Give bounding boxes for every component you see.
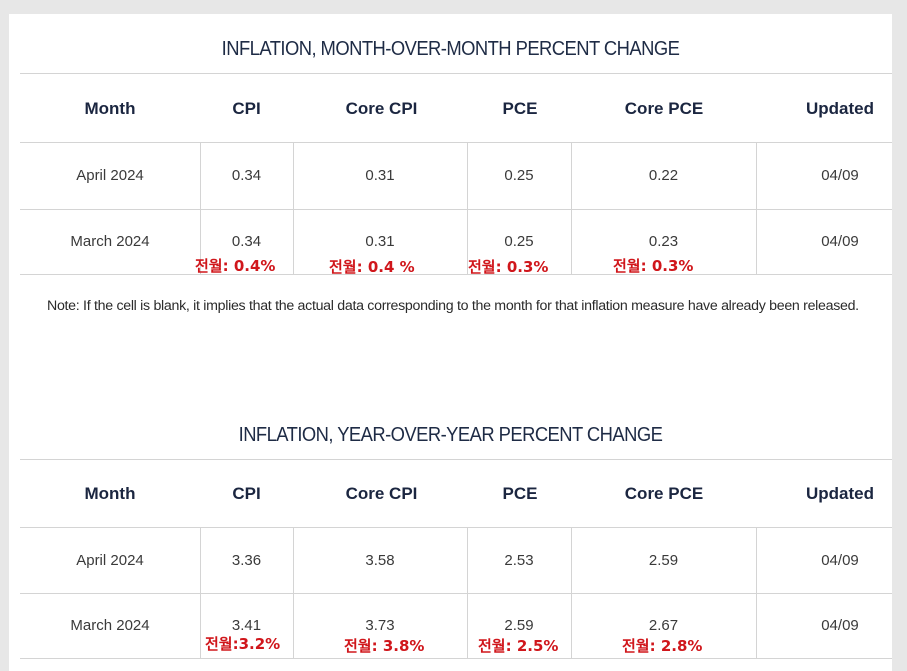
header-core-cpi: Core CPI bbox=[345, 484, 418, 503]
grid-line bbox=[293, 527, 294, 658]
grid-line bbox=[293, 142, 294, 274]
divider bbox=[20, 527, 892, 528]
header-updated: Updated bbox=[806, 484, 874, 503]
prev-month-annotation: 전월: 2.8% bbox=[622, 637, 703, 655]
header-core-pce: Core PCE bbox=[624, 99, 704, 118]
header-pce: PCE bbox=[502, 484, 538, 503]
cell-core-cpi: 0.31 bbox=[365, 167, 395, 184]
divider bbox=[20, 73, 892, 74]
header-cpi: CPI bbox=[232, 484, 261, 503]
cell-core-cpi: 0.31 bbox=[365, 233, 395, 250]
header-updated: Updated bbox=[806, 99, 874, 118]
cell-updated: 04/09 bbox=[821, 552, 859, 569]
cell-core-cpi: 3.73 bbox=[365, 617, 395, 634]
cell-cpi: 3.36 bbox=[231, 552, 262, 569]
prev-month-annotation: 전월: 0.3% bbox=[613, 257, 694, 275]
header-pce: PCE bbox=[502, 99, 538, 118]
divider bbox=[20, 209, 892, 210]
grid-line bbox=[200, 142, 201, 274]
grid-line bbox=[571, 527, 572, 658]
cell-pce: 2.59 bbox=[504, 617, 534, 634]
cell-month: April 2024 bbox=[76, 552, 144, 569]
cell-month: April 2024 bbox=[76, 167, 144, 184]
yoy-table-title: INFLATION, YEAR-OVER-YEAR PERCENT CHANGE bbox=[238, 424, 663, 446]
mom-table-title: INFLATION, MONTH-OVER-MONTH PERCENT CHAN… bbox=[221, 38, 680, 60]
header-month: Month bbox=[84, 484, 136, 503]
header-core-cpi: Core CPI bbox=[345, 99, 418, 118]
prev-month-annotation: 전월: 2.5% bbox=[478, 637, 559, 655]
cell-updated: 04/09 bbox=[821, 167, 859, 184]
cell-cpi: 0.34 bbox=[231, 233, 262, 250]
header-month: Month bbox=[84, 99, 136, 118]
grid-line bbox=[571, 142, 572, 274]
prev-month-annotation: 전월:3.2% bbox=[205, 635, 281, 653]
inflation-sheet: INFLATION, MONTH-OVER-MONTH PERCENT CHAN… bbox=[9, 14, 892, 671]
divider bbox=[20, 274, 892, 275]
cell-cpi: 3.41 bbox=[231, 617, 262, 634]
cell-core-pce: 0.23 bbox=[648, 233, 679, 250]
prev-month-annotation: 전월: 0.3% bbox=[468, 258, 549, 276]
divider bbox=[20, 459, 892, 460]
cell-month: March 2024 bbox=[70, 617, 150, 634]
header-cpi: CPI bbox=[232, 99, 261, 118]
cell-core-pce: 2.59 bbox=[648, 552, 679, 569]
cell-month: March 2024 bbox=[70, 233, 150, 250]
cell-cpi: 0.34 bbox=[231, 167, 262, 184]
cell-pce: 2.53 bbox=[504, 552, 534, 569]
cell-pce: 0.25 bbox=[504, 167, 534, 184]
divider bbox=[20, 593, 892, 594]
prev-month-annotation: 전월: 0.4% bbox=[195, 257, 276, 275]
table-note: Note: If the cell is blank, it implies t… bbox=[47, 298, 859, 314]
grid-line bbox=[200, 527, 201, 658]
divider bbox=[20, 658, 892, 659]
prev-month-annotation: 전월: 0.4 % bbox=[329, 258, 415, 276]
divider bbox=[20, 142, 892, 143]
prev-month-annotation: 전월: 3.8% bbox=[344, 637, 425, 655]
grid-line bbox=[467, 527, 468, 658]
cell-core-cpi: 3.58 bbox=[365, 552, 395, 569]
header-core-pce: Core PCE bbox=[624, 484, 704, 503]
grid-line bbox=[756, 527, 757, 658]
grid-line bbox=[467, 142, 468, 274]
cell-updated: 04/09 bbox=[821, 617, 859, 634]
cell-pce: 0.25 bbox=[504, 233, 534, 250]
grid-line bbox=[756, 142, 757, 274]
cell-core-pce: 2.67 bbox=[648, 617, 679, 634]
cell-updated: 04/09 bbox=[821, 233, 859, 250]
cell-core-pce: 0.22 bbox=[648, 167, 679, 184]
